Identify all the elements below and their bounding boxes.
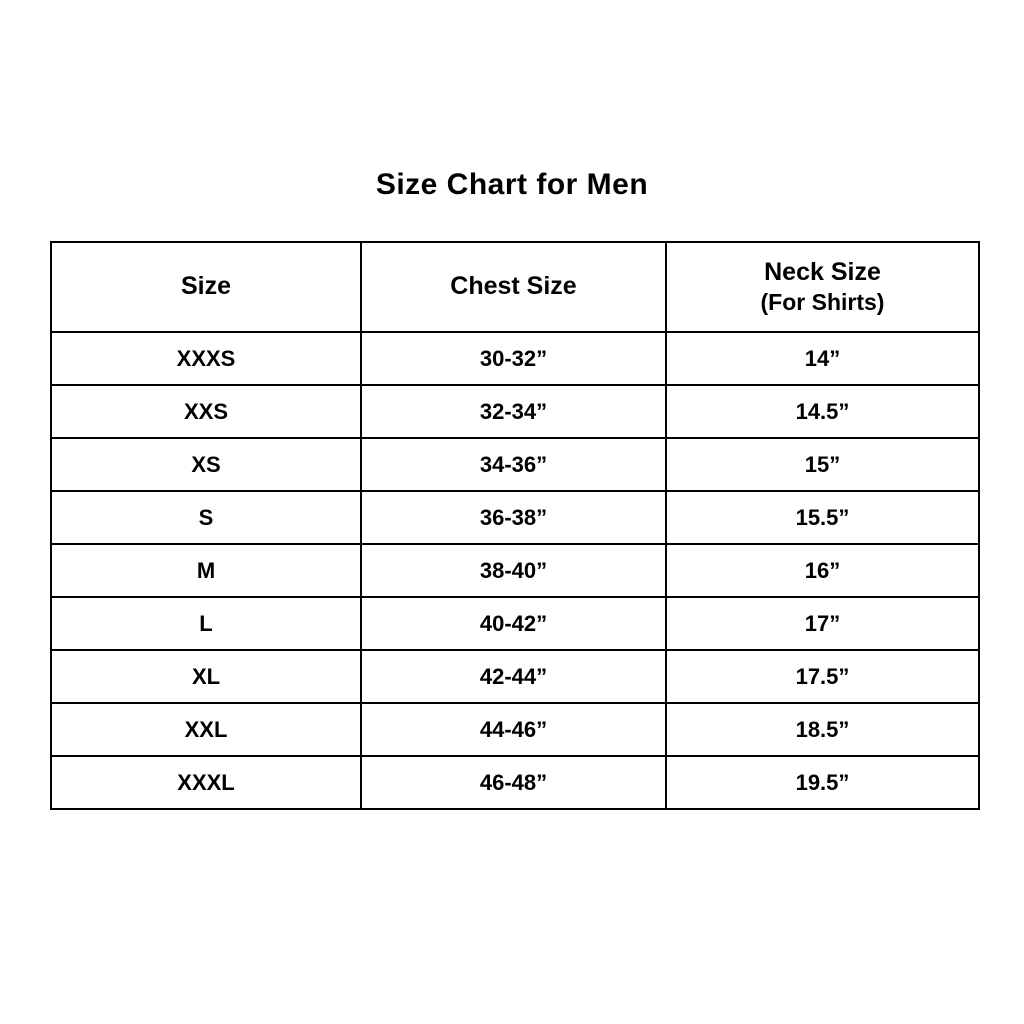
chest-cell: 30-32” — [360, 331, 667, 386]
size-cell: L — [50, 596, 362, 651]
chest-cell: 38-40” — [360, 543, 667, 598]
chest-cell: 46-48” — [360, 755, 667, 810]
page-title: Size Chart for Men — [375, 168, 649, 201]
chest-cell: 40-42” — [360, 596, 667, 651]
size-cell: XXL — [50, 702, 362, 757]
table-row: XXS 32-34” 14.5” — [50, 384, 980, 439]
neck-cell: 15.5” — [665, 490, 980, 545]
chest-cell: 44-46” — [360, 702, 667, 757]
chest-cell: 42-44” — [360, 649, 667, 704]
neck-cell: 19.5” — [665, 755, 980, 810]
table-row: M 38-40” 16” — [50, 543, 980, 598]
column-header-size: Size — [50, 241, 362, 333]
neck-cell: 16” — [665, 543, 980, 598]
chest-cell: 32-34” — [360, 384, 667, 439]
column-header-neck-size-label: Neck Size — [764, 258, 881, 286]
size-cell: XS — [50, 437, 362, 492]
column-header-chest-size: Chest Size — [360, 241, 667, 333]
neck-cell: 17” — [665, 596, 980, 651]
size-cell: XXXL — [50, 755, 362, 810]
chest-cell: 34-36” — [360, 437, 667, 492]
column-header-neck-size-sublabel: (For Shirts) — [760, 289, 885, 316]
neck-cell: 15” — [665, 437, 980, 492]
size-cell: XXS — [50, 384, 362, 439]
chest-cell: 36-38” — [360, 490, 667, 545]
table-row: S 36-38” 15.5” — [50, 490, 980, 545]
neck-cell: 14” — [665, 331, 980, 386]
neck-cell: 18.5” — [665, 702, 980, 757]
table-header-row: Size Chest Size Neck Size (For Shirts) — [50, 241, 980, 333]
table-row: XXXL 46-48” 19.5” — [50, 755, 980, 810]
neck-cell: 14.5” — [665, 384, 980, 439]
table-row: XXL 44-46” 18.5” — [50, 702, 980, 757]
table-row: XL 42-44” 17.5” — [50, 649, 980, 704]
size-cell: XXXS — [50, 331, 362, 386]
table-row: XS 34-36” 15” — [50, 437, 980, 492]
table-row: L 40-42” 17” — [50, 596, 980, 651]
size-cell: S — [50, 490, 362, 545]
size-cell: XL — [50, 649, 362, 704]
table-row: XXXS 30-32” 14” — [50, 331, 980, 386]
neck-cell: 17.5” — [665, 649, 980, 704]
size-chart-table: Size Chest Size Neck Size (For Shirts) X… — [50, 241, 980, 810]
column-header-neck-size: Neck Size (For Shirts) — [665, 241, 980, 333]
size-cell: M — [50, 543, 362, 598]
